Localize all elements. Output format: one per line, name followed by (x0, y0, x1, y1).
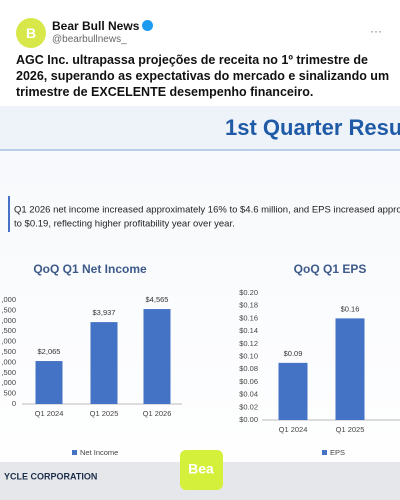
chart-title: QoQ Q1 Net Income (33, 262, 147, 276)
y-tick-label: $0.10 (239, 351, 258, 360)
y-tick-label: ,000 (1, 295, 16, 304)
overlay-badge[interactable] (180, 450, 223, 490)
y-tick-label: 0 (12, 399, 16, 408)
y-tick-label: 500 (3, 389, 16, 398)
value-label: $3,937 (93, 308, 116, 317)
legend-swatch (72, 450, 77, 455)
summary-line: Q1 2026 net income increased approximate… (14, 205, 400, 216)
avatar[interactable]: B (16, 18, 46, 48)
footer-text: YCLE CORPORATION (4, 471, 97, 481)
summary-bar (8, 196, 10, 232)
y-tick-label: ,000 (1, 378, 16, 387)
bar (335, 318, 365, 420)
post-header: B Bear Bull News @bearbullnews_ ··· AGC … (0, 0, 400, 105)
y-tick-label: ,500 (1, 326, 16, 335)
y-tick-label: $0.14 (239, 326, 258, 335)
y-tick-label: ,500 (1, 368, 16, 377)
post-text: AGC Inc. ultrapassa projeções de receita… (16, 53, 390, 99)
value-label: $0.16 (341, 304, 360, 313)
y-tick-label: ,500 (1, 305, 16, 314)
y-tick-label: ,000 (1, 316, 16, 325)
bar (90, 322, 118, 404)
y-tick-label: $0.18 (239, 301, 258, 310)
y-tick-label: $0.12 (239, 339, 258, 348)
y-tick-label: $0.04 (239, 390, 258, 399)
image-heading: 1st Quarter Resu (225, 115, 400, 140)
x-tick-label: Q1 2025 (336, 425, 365, 434)
legend-label: EPS (330, 448, 345, 457)
y-tick-label: $0.08 (239, 364, 258, 373)
y-tick-label: $0.06 (239, 377, 258, 386)
y-tick-label: $0.00 (239, 415, 258, 424)
more-menu[interactable]: ··· (370, 24, 382, 38)
summary-line: to $0.19, reflecting higher profitabilit… (14, 219, 235, 230)
value-label: $2,065 (38, 347, 61, 356)
author-handle[interactable]: @bearbullnews_ (52, 34, 127, 45)
verified-badge (142, 20, 154, 31)
y-tick-label: $0.02 (239, 402, 258, 411)
author-name-text[interactable]: Bear Bull News (52, 19, 140, 33)
legend-swatch (322, 450, 327, 455)
author-name[interactable]: Bear Bull News (52, 19, 154, 33)
y-tick-label: ,500 (1, 347, 16, 356)
y-tick-label: $0.20 (239, 288, 258, 297)
legend-label: Net Income (80, 448, 118, 457)
image-background (0, 106, 400, 500)
x-tick-label: Q1 2024 (279, 425, 308, 434)
x-tick-label: Q1 2024 (35, 409, 64, 418)
bar (35, 361, 63, 404)
y-tick-label: ,000 (1, 357, 16, 366)
overlay-text[interactable]: Bea (188, 461, 214, 477)
bar (278, 362, 308, 420)
y-tick-label: ,000 (1, 337, 16, 346)
bar (143, 309, 171, 404)
x-tick-label: Q1 2026 (143, 409, 172, 418)
y-tick-label: $0.16 (239, 313, 258, 322)
value-label: $0.09 (284, 349, 303, 358)
heading-band (0, 106, 400, 150)
x-tick-label: Q1 2025 (90, 409, 119, 418)
chart-title: QoQ Q1 EPS (294, 262, 367, 276)
value-label: $4,565 (146, 295, 169, 304)
